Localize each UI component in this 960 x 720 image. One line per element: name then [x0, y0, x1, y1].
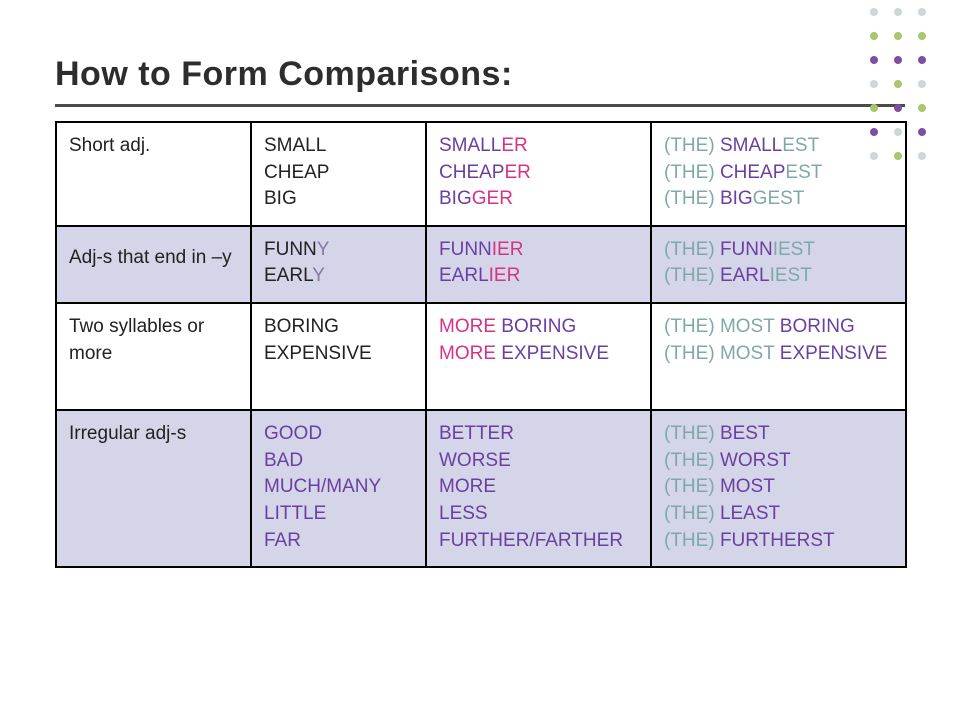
decor-dot [918, 56, 926, 64]
decor-dot [918, 8, 926, 16]
cell-comparative: BETTERWORSEMORELESSFURTHER/FARTHER [426, 410, 651, 567]
decor-dot [870, 128, 878, 136]
slide: How to Form Comparisons: Short adj.SMALL… [0, 0, 960, 720]
cell-superlative: (THE) SMALLEST(THE) CHEAPEST(THE) BIGGES… [651, 122, 906, 226]
row-label: Two syllables or more [56, 303, 251, 410]
cell-comparative: MORE BORINGMORE EXPENSIVE [426, 303, 651, 410]
decor-dot [918, 128, 926, 136]
decor-dots [870, 8, 930, 164]
decor-dot [894, 8, 902, 16]
table-row: Adj-s that end in –yFUNNYEARLYFUNNIEREAR… [56, 226, 906, 303]
decor-dot [870, 56, 878, 64]
row-label: Short adj. [56, 122, 251, 226]
cell-base: SMALLCHEAPBIG [251, 122, 426, 226]
cell-base: BORINGEXPENSIVE [251, 303, 426, 410]
table-row: Two syllables or moreBORINGEXPENSIVEMORE… [56, 303, 906, 410]
table-row: Short adj.SMALLCHEAPBIGSMALLERCHEAPERBIG… [56, 122, 906, 226]
decor-dot [918, 80, 926, 88]
table-row: Irregular adj-sGOODBADMUCH/MANYLITTLEFAR… [56, 410, 906, 567]
decor-dot [870, 8, 878, 16]
row-label: Adj-s that end in –y [56, 226, 251, 303]
decor-dot [918, 104, 926, 112]
decor-dot [894, 56, 902, 64]
cell-base: GOODBADMUCH/MANYLITTLEFAR [251, 410, 426, 567]
decor-dot [870, 152, 878, 160]
cell-comparative: FUNNIEREARLIER [426, 226, 651, 303]
row-label: Irregular adj-s [56, 410, 251, 567]
decor-dot [894, 128, 902, 136]
decor-dot [894, 32, 902, 40]
decor-dot [894, 152, 902, 160]
cell-superlative: (THE) FUNNIEST(THE) EARLIEST [651, 226, 906, 303]
cell-superlative: (THE) MOST BORING(THE) MOST EXPENSIVE [651, 303, 906, 410]
title-rule [55, 104, 905, 107]
cell-superlative: (THE) BEST(THE) WORST(THE) MOST(THE) LEA… [651, 410, 906, 567]
comparison-table: Short adj.SMALLCHEAPBIGSMALLERCHEAPERBIG… [55, 121, 907, 568]
decor-dot [918, 32, 926, 40]
decor-dot [894, 80, 902, 88]
decor-dot [870, 80, 878, 88]
decor-dot [870, 104, 878, 112]
decor-dot [894, 104, 902, 112]
decor-dot [870, 32, 878, 40]
cell-comparative: SMALLERCHEAPERBIGGER [426, 122, 651, 226]
decor-dot [918, 152, 926, 160]
page-title: How to Form Comparisons: [55, 55, 905, 94]
cell-base: FUNNYEARLY [251, 226, 426, 303]
